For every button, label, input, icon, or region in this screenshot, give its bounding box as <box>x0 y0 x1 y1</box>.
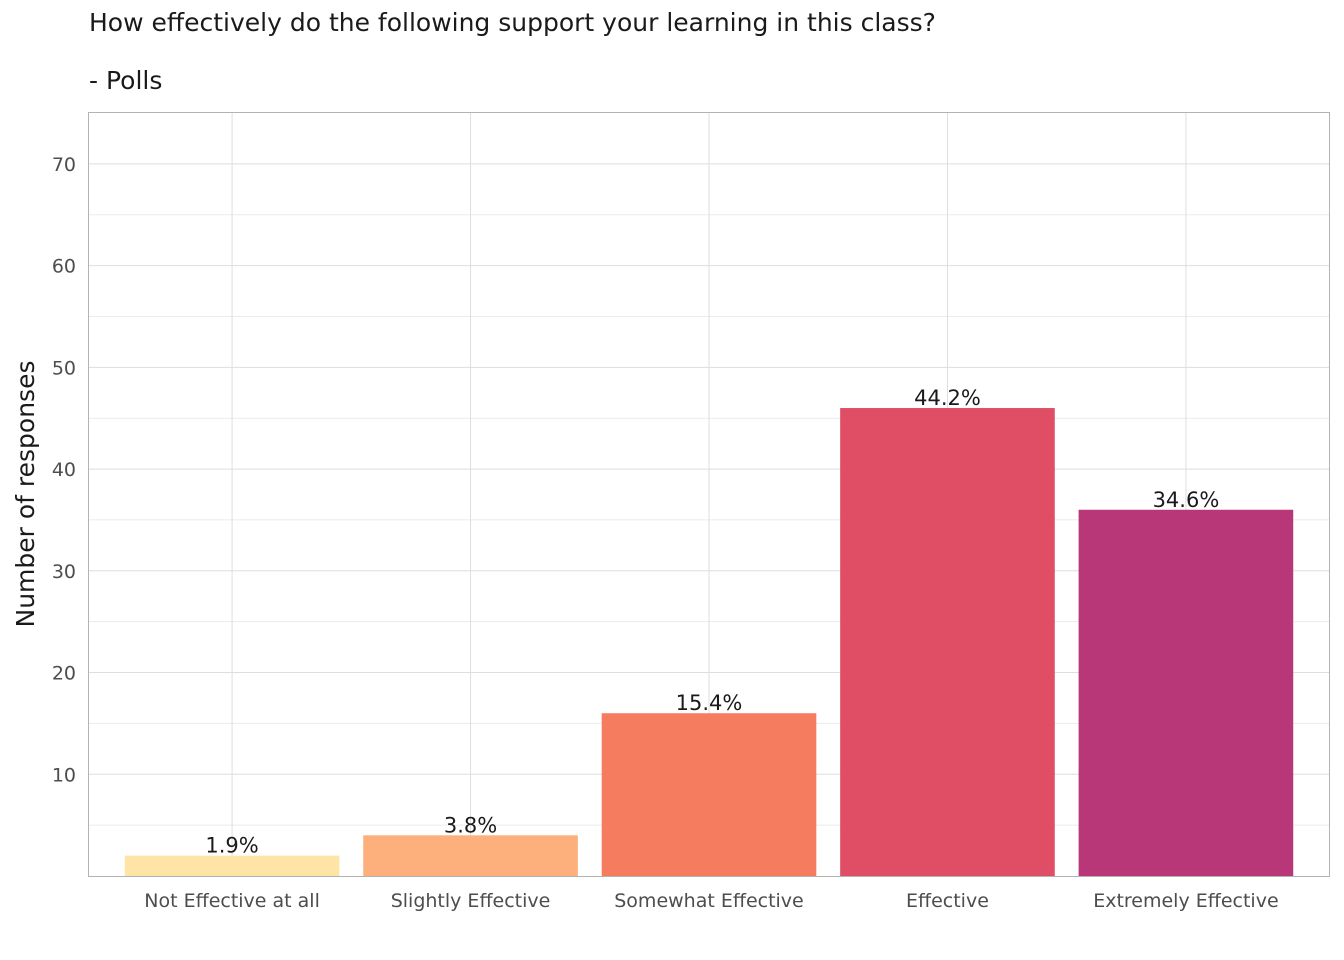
bar-value-label: 34.6% <box>1153 488 1220 512</box>
y-tick-label: 10 <box>52 764 76 786</box>
bar <box>363 835 578 876</box>
y-tick-label: 70 <box>52 154 76 176</box>
panel-border <box>88 112 1330 877</box>
y-axis-label: Number of responses <box>11 361 40 628</box>
x-tick-label: Slightly Effective <box>391 890 551 912</box>
x-tick-label: Effective <box>906 890 989 912</box>
x-tick-labels: Not Effective at all Slightly Effective So… <box>144 890 1278 912</box>
bars: 1.9% 3.8% 15.4% 44.2% 34.6% <box>124 386 1294 876</box>
x-tick-label: Not Effective at all <box>144 890 320 912</box>
y-tick-label: 50 <box>52 357 76 379</box>
y-tick-label: 20 <box>52 663 76 685</box>
bar-value-label: 3.8% <box>444 813 497 837</box>
bar <box>1078 509 1294 876</box>
y-tick-label: 60 <box>52 256 76 278</box>
y-tick-label: 30 <box>52 561 76 583</box>
bar-value-label: 15.4% <box>676 691 743 715</box>
bar-value-label: 44.2% <box>914 386 981 410</box>
x-tick-label: Extremely Effective <box>1093 890 1278 912</box>
y-tick-labels: 10 20 30 40 50 60 70 <box>52 154 76 786</box>
bar <box>124 855 340 876</box>
x-tick-label: Somewhat Effective <box>614 890 804 912</box>
bar <box>601 713 817 876</box>
chart-subtitle: - Polls <box>89 66 163 95</box>
y-tick-label: 40 <box>52 459 76 481</box>
bar-value-label: 1.9% <box>205 834 258 858</box>
bar <box>840 408 1055 876</box>
chart-title: How effectively do the following support… <box>89 8 936 37</box>
